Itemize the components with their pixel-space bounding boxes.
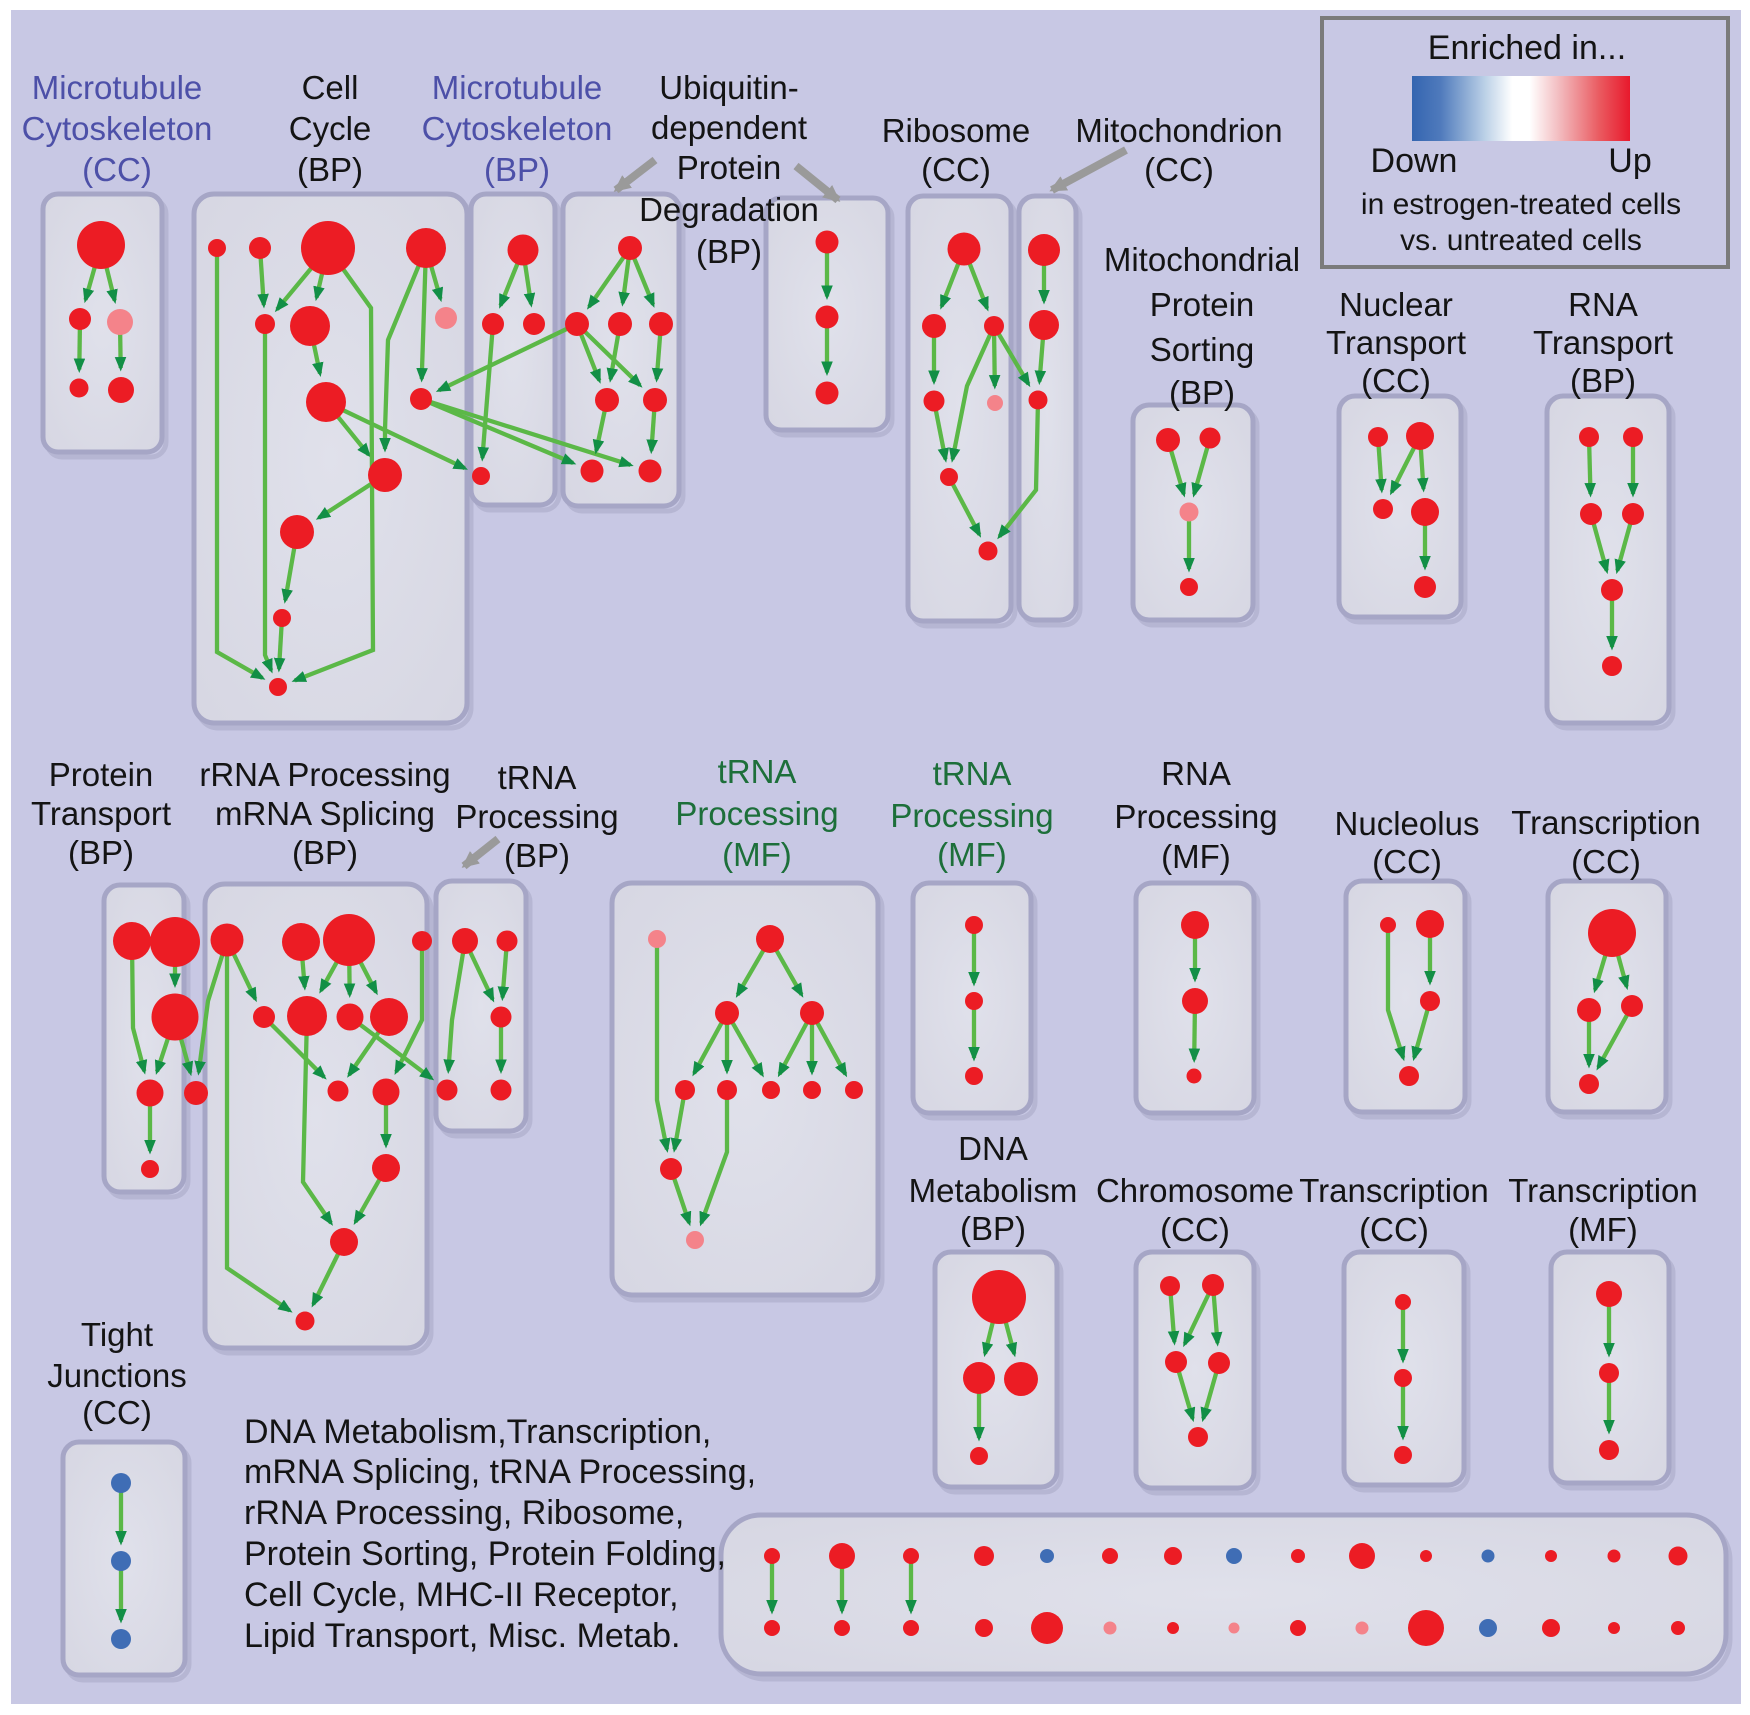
svg-text:(CC): (CC) (82, 151, 152, 188)
svg-text:DNA: DNA (958, 1130, 1028, 1167)
svg-text:Transcription: Transcription (1508, 1172, 1698, 1209)
svg-text:Degradation: Degradation (639, 191, 819, 228)
svg-text:(BP): (BP) (960, 1210, 1026, 1247)
svg-text:RNA: RNA (1161, 755, 1231, 792)
svg-text:Metabolism: Metabolism (909, 1172, 1078, 1209)
svg-text:(CC): (CC) (1160, 1211, 1230, 1248)
svg-text:Sorting: Sorting (1150, 331, 1255, 368)
svg-text:Up: Up (1608, 142, 1651, 180)
svg-text:Processing: Processing (890, 797, 1053, 834)
svg-text:Cell Cycle, MHC-II Receptor,: Cell Cycle, MHC-II Receptor, (244, 1576, 679, 1614)
svg-text:rRNA Processing, Ribosome,: rRNA Processing, Ribosome, (244, 1494, 684, 1532)
svg-text:Processing: Processing (455, 798, 618, 835)
svg-text:tRNA: tRNA (933, 755, 1012, 792)
svg-text:Down: Down (1371, 142, 1458, 180)
svg-text:(CC): (CC) (1361, 362, 1431, 399)
svg-text:tRNA: tRNA (498, 759, 577, 796)
svg-text:(BP): (BP) (1169, 374, 1235, 411)
svg-text:Mitochondrial: Mitochondrial (1104, 241, 1300, 278)
svg-text:Protein Sorting, Protein Foldi: Protein Sorting, Protein Folding, (244, 1535, 726, 1573)
svg-text:Ubiquitin-: Ubiquitin- (659, 69, 798, 106)
svg-text:(MF): (MF) (1568, 1211, 1638, 1248)
svg-text:(CC): (CC) (82, 1394, 152, 1431)
svg-text:(MF): (MF) (722, 836, 792, 873)
svg-text:(BP): (BP) (484, 151, 550, 188)
svg-text:Tight: Tight (81, 1316, 153, 1353)
svg-text:Ribosome: Ribosome (882, 112, 1031, 149)
svg-text:Cycle: Cycle (289, 110, 372, 147)
svg-text:Processing: Processing (1114, 798, 1277, 835)
svg-text:Chromosome: Chromosome (1096, 1172, 1294, 1209)
svg-text:RNA: RNA (1568, 286, 1638, 323)
svg-text:Processing: Processing (675, 795, 838, 832)
svg-text:Junctions: Junctions (47, 1357, 186, 1394)
svg-text:Transcription: Transcription (1511, 804, 1701, 841)
svg-text:Microtubule: Microtubule (32, 69, 203, 106)
svg-text:Enriched in...: Enriched in... (1428, 29, 1626, 67)
svg-text:Transport: Transport (1326, 324, 1466, 361)
svg-text:vs. untreated cells: vs. untreated cells (1400, 224, 1642, 257)
svg-text:dependent: dependent (651, 109, 807, 146)
svg-text:Protein: Protein (49, 756, 154, 793)
svg-text:DNA Metabolism,Transcription,: DNA Metabolism,Transcription, (244, 1413, 711, 1451)
svg-text:Transcription: Transcription (1299, 1172, 1489, 1209)
svg-text:(BP): (BP) (1570, 362, 1636, 399)
svg-text:(CC): (CC) (921, 151, 991, 188)
svg-text:(CC): (CC) (1144, 151, 1214, 188)
svg-text:rRNA Processing: rRNA Processing (199, 756, 450, 793)
svg-text:(BP): (BP) (297, 151, 363, 188)
svg-text:Microtubule: Microtubule (432, 69, 603, 106)
svg-text:mRNA Splicing: mRNA Splicing (215, 795, 435, 832)
svg-text:Protein: Protein (1150, 286, 1255, 323)
svg-text:Cytoskeleton: Cytoskeleton (422, 110, 613, 147)
svg-text:(BP): (BP) (696, 233, 762, 270)
svg-text:Mitochondrion: Mitochondrion (1075, 112, 1282, 149)
svg-text:(MF): (MF) (937, 836, 1007, 873)
svg-text:(BP): (BP) (292, 834, 358, 871)
svg-text:(CC): (CC) (1571, 843, 1641, 880)
svg-text:Nuclear: Nuclear (1339, 286, 1453, 323)
svg-text:(CC): (CC) (1359, 1211, 1429, 1248)
svg-text:Transport: Transport (31, 795, 171, 832)
svg-text:Protein: Protein (677, 149, 782, 186)
svg-text:in estrogen-treated cells: in estrogen-treated cells (1361, 188, 1681, 221)
svg-text:(MF): (MF) (1161, 838, 1231, 875)
svg-text:Cell: Cell (302, 69, 359, 106)
svg-text:(CC): (CC) (1372, 843, 1442, 880)
svg-text:Cytoskeleton: Cytoskeleton (22, 110, 213, 147)
svg-text:Nucleolus: Nucleolus (1335, 805, 1480, 842)
svg-text:Transport: Transport (1533, 324, 1673, 361)
svg-text:mRNA Splicing, tRNA Processing: mRNA Splicing, tRNA Processing, (244, 1453, 756, 1491)
svg-text:tRNA: tRNA (718, 753, 797, 790)
svg-text:(BP): (BP) (68, 834, 134, 871)
svg-text:Lipid Transport, Misc. Metab.: Lipid Transport, Misc. Metab. (244, 1617, 681, 1655)
svg-text:(BP): (BP) (504, 837, 570, 874)
